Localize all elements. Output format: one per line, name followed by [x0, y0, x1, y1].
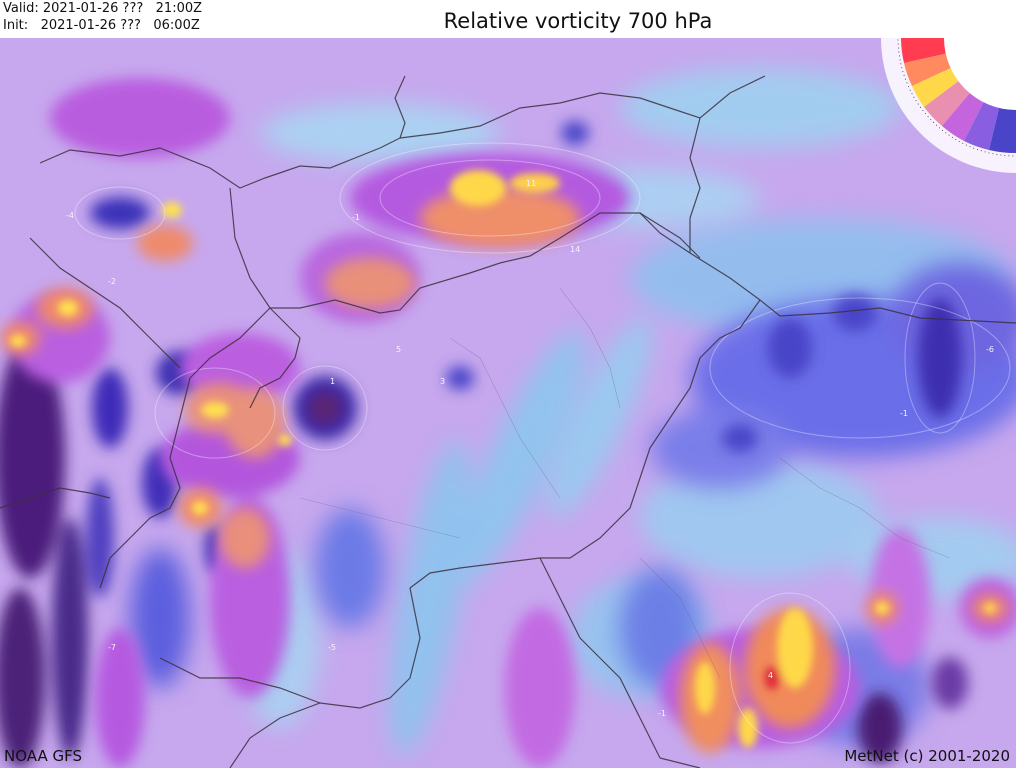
map-label-11: -6 — [986, 345, 994, 354]
country-borders — [0, 75, 1016, 768]
copyright-credit: MetNet (c) 2001-2020 — [844, 747, 1010, 765]
contour-labels: -1 11 14 -4 -2 5 1 3 -7 -5 -6 -1 -1 4 -7 — [66, 179, 994, 718]
yellow-cores — [10, 170, 996, 748]
init-time: 06:00Z — [153, 18, 200, 33]
map-label-2: 11 — [526, 179, 536, 188]
map-label-7: 1 — [330, 377, 335, 386]
orange-zones — [0, 188, 1008, 753]
region-borders — [299, 287, 951, 679]
init-label: Init: — [3, 18, 29, 33]
map-label-4: -4 — [66, 211, 74, 220]
map-label-14: 4 — [768, 671, 773, 680]
map-label-6: 5 — [396, 345, 401, 354]
map-label-12: -1 — [900, 409, 908, 418]
map-label-9: -7 — [108, 643, 116, 652]
data-source: NOAA GFS — [4, 747, 82, 765]
valid-label: Valid: — [3, 1, 39, 16]
map-label-1: -1 — [352, 213, 360, 222]
valid-time: 21:00Z — [155, 1, 203, 16]
init-date: 2021-01-26 ??? — [40, 18, 141, 33]
contour-lines — [74, 142, 1011, 744]
map-label-10: -5 — [328, 643, 336, 652]
map-svg: -1 11 14 -4 -2 5 1 3 -7 -5 -6 -1 -1 4 -7 — [0, 38, 1016, 768]
map-label-13: -1 — [658, 709, 666, 718]
valid-line: Valid: 2021-01-26 ??? 21:00Z — [3, 1, 202, 16]
map-title: Relative vorticity 700 hPa — [443, 9, 713, 33]
map-label-8: 3 — [440, 377, 445, 386]
vorticity-map[interactable]: -1 11 14 -4 -2 5 1 3 -7 -5 -6 -1 -1 4 -7 — [0, 38, 1016, 768]
header-bar: Valid: 2021-01-26 ??? 21:00Z Init: 2021-… — [0, 0, 1016, 38]
init-line: Init: 2021-01-26 ??? 06:00Z — [3, 18, 200, 33]
map-label-3: 14 — [570, 245, 580, 254]
color-scale-wheel — [881, 38, 1016, 173]
map-label-5: -2 — [108, 277, 116, 286]
valid-date: 2021-01-26 ??? — [42, 1, 144, 16]
